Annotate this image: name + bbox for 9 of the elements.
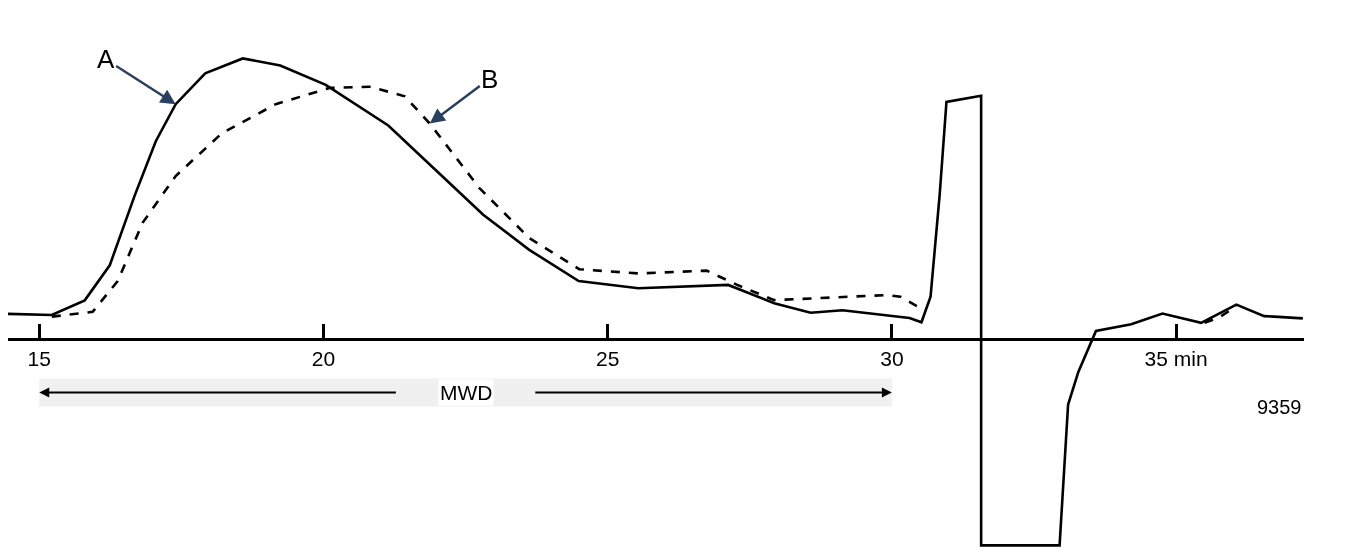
annotation: A [97, 44, 115, 74]
x-tick-label: 20 [311, 347, 336, 371]
x-tick-label: 15 [27, 347, 51, 371]
x-tick-label: 35 min [1144, 347, 1208, 371]
x-tick-label: 30 [880, 347, 904, 371]
annotation: B [481, 64, 499, 94]
x-tick-label: 25 [596, 347, 620, 371]
annotation: 9359 [1257, 396, 1302, 418]
band-label: MWD [440, 381, 493, 404]
